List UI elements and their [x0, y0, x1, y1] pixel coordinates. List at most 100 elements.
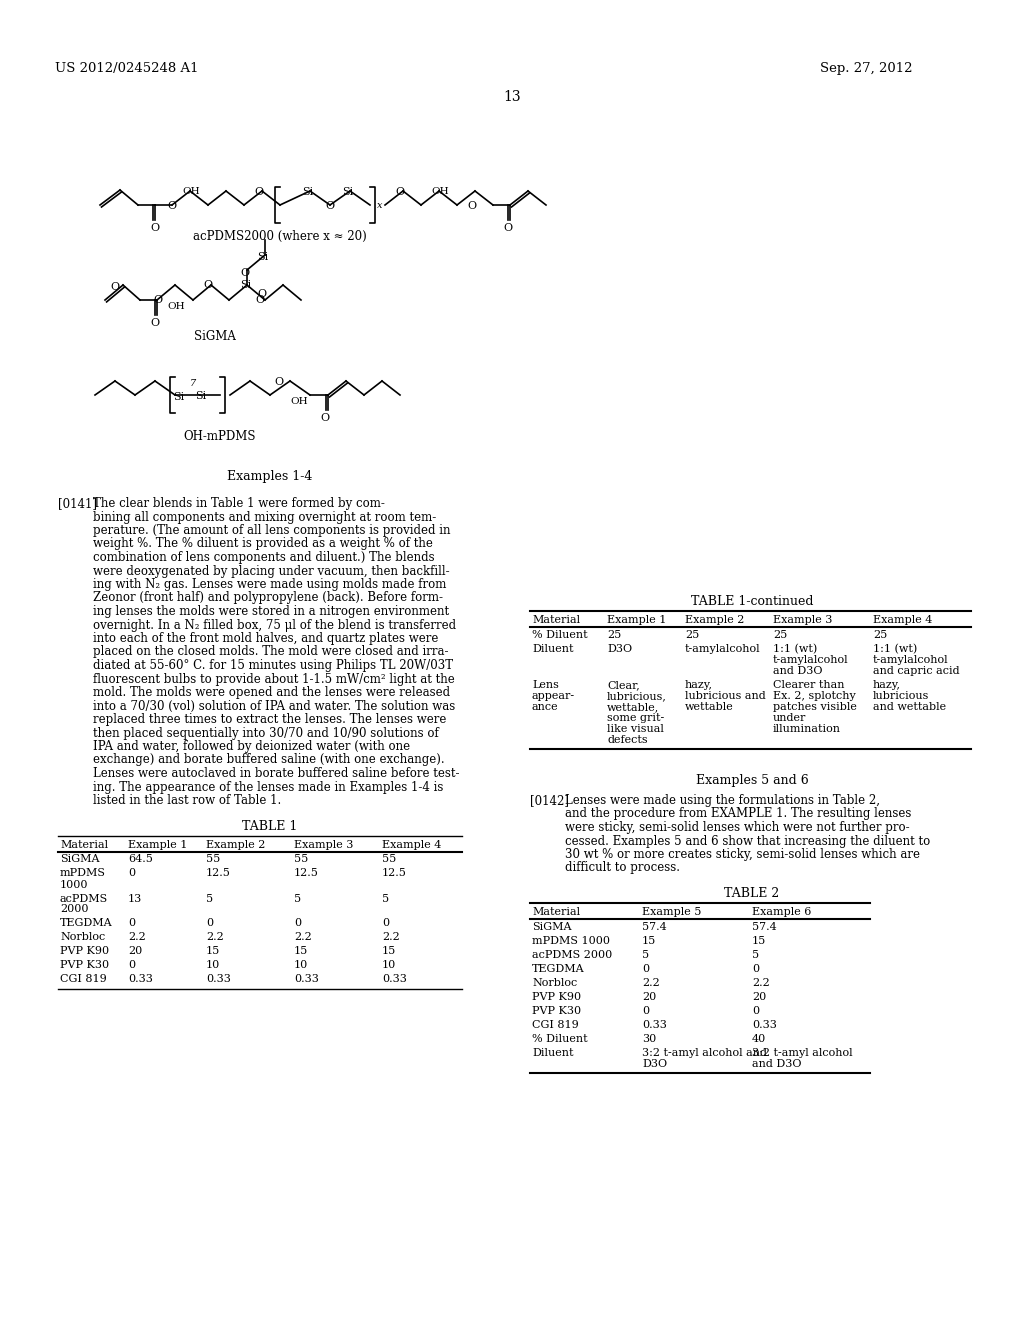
Text: OH: OH [182, 187, 200, 195]
Text: 3:2 t-amyl alcohol and: 3:2 t-amyl alcohol and [642, 1048, 767, 1059]
Text: were deoxygenated by placing under vacuum, then backfill-: were deoxygenated by placing under vacuu… [93, 565, 450, 578]
Text: 64.5: 64.5 [128, 854, 153, 865]
Text: 0: 0 [294, 919, 301, 928]
Text: O: O [203, 280, 212, 290]
Text: illumination: illumination [773, 723, 841, 734]
Text: SiGMA: SiGMA [532, 921, 571, 932]
Text: 10: 10 [206, 961, 220, 970]
Text: 0: 0 [206, 919, 213, 928]
Text: Zeonor (front half) and polypropylene (back). Before form-: Zeonor (front half) and polypropylene (b… [93, 591, 443, 605]
Text: Example 3: Example 3 [294, 840, 353, 850]
Text: O: O [254, 187, 263, 197]
Text: 25: 25 [685, 630, 699, 640]
Text: 0: 0 [752, 1006, 759, 1016]
Text: listed in the last row of Table 1.: listed in the last row of Table 1. [93, 795, 282, 807]
Text: 1:1 (wt): 1:1 (wt) [773, 644, 817, 655]
Text: 15: 15 [382, 946, 396, 957]
Text: CGI 819: CGI 819 [60, 974, 106, 985]
Text: 5: 5 [382, 894, 389, 903]
Text: into each of the front mold halves, and quartz plates were: into each of the front mold halves, and … [93, 632, 438, 645]
Text: OH-mPDMS: OH-mPDMS [183, 430, 256, 444]
Text: 10: 10 [382, 961, 396, 970]
Text: Example 5: Example 5 [642, 907, 701, 917]
Text: D3O: D3O [607, 644, 632, 653]
Text: 15: 15 [642, 936, 656, 946]
Text: 30: 30 [642, 1034, 656, 1044]
Text: OH: OH [431, 187, 449, 195]
Text: mold. The molds were opened and the lenses were released: mold. The molds were opened and the lens… [93, 686, 451, 700]
Text: 2.2: 2.2 [128, 932, 145, 942]
Text: appear-: appear- [532, 690, 575, 701]
Text: 1000: 1000 [60, 879, 88, 890]
Text: Si: Si [257, 252, 268, 261]
Text: fluorescent bulbs to provide about 1-1.5 mW/cm² light at the: fluorescent bulbs to provide about 1-1.5… [93, 672, 455, 685]
Text: lubricious and: lubricious and [685, 690, 766, 701]
Text: 57.4: 57.4 [752, 921, 777, 932]
Text: 0.33: 0.33 [128, 974, 153, 985]
Text: overnight. In a N₂ filled box, 75 μl of the blend is transferred: overnight. In a N₂ filled box, 75 μl of … [93, 619, 456, 631]
Text: 25: 25 [773, 630, 787, 640]
Text: 30 wt % or more creates sticky, semi-solid lenses which are: 30 wt % or more creates sticky, semi-sol… [565, 847, 920, 861]
Text: Norbloc: Norbloc [60, 932, 105, 942]
Text: % Diluent: % Diluent [532, 630, 588, 640]
Text: O: O [150, 223, 159, 234]
Text: 5: 5 [752, 950, 759, 960]
Text: Example 1: Example 1 [607, 615, 667, 624]
Text: Material: Material [532, 907, 581, 917]
Text: O: O [319, 413, 329, 422]
Text: bining all components and mixing overnight at room tem-: bining all components and mixing overnig… [93, 511, 436, 524]
Text: 0: 0 [128, 869, 135, 879]
Text: exchange) and borate buffered saline (with one exchange).: exchange) and borate buffered saline (wi… [93, 754, 444, 767]
Text: % Diluent: % Diluent [532, 1034, 588, 1044]
Text: Clearer than: Clearer than [773, 680, 845, 690]
Text: and D3O: and D3O [773, 667, 822, 676]
Text: hazy,: hazy, [873, 680, 901, 690]
Text: Diluent: Diluent [532, 1048, 573, 1059]
Text: and D3O: and D3O [752, 1059, 802, 1069]
Text: 57.4: 57.4 [642, 921, 667, 932]
Text: t-amylalcohol: t-amylalcohol [873, 655, 948, 665]
Text: and wettable: and wettable [873, 702, 946, 711]
Text: combination of lens components and diluent.) The blends: combination of lens components and dilue… [93, 550, 434, 564]
Text: 25: 25 [607, 630, 622, 640]
Text: 2.2: 2.2 [294, 932, 311, 942]
Text: 5: 5 [294, 894, 301, 903]
Text: OH: OH [290, 397, 307, 407]
Text: TABLE 1: TABLE 1 [243, 820, 298, 833]
Text: PVP K90: PVP K90 [60, 946, 110, 957]
Text: Lens: Lens [532, 680, 559, 690]
Text: 2000: 2000 [60, 904, 88, 915]
Text: mPDMS: mPDMS [60, 869, 106, 879]
Text: difficult to process.: difficult to process. [565, 862, 680, 874]
Text: Example 1: Example 1 [128, 840, 187, 850]
Text: The clear blends in Table 1 were formed by com-: The clear blends in Table 1 were formed … [93, 498, 385, 510]
Text: O: O [150, 318, 159, 327]
Text: defects: defects [607, 735, 647, 744]
Text: 2.2: 2.2 [642, 978, 659, 987]
Text: acPDMS 2000: acPDMS 2000 [532, 950, 612, 960]
Text: O: O [257, 289, 266, 300]
Text: 0.33: 0.33 [752, 1020, 777, 1030]
Text: ing. The appearance of the lenses made in Examples 1-4 is: ing. The appearance of the lenses made i… [93, 780, 443, 793]
Text: Example 4: Example 4 [873, 615, 933, 624]
Text: like visual: like visual [607, 723, 664, 734]
Text: PVP K90: PVP K90 [532, 993, 582, 1002]
Text: Si: Si [195, 391, 206, 401]
Text: 40: 40 [752, 1034, 766, 1044]
Text: placed on the closed molds. The mold were closed and irra-: placed on the closed molds. The mold wer… [93, 645, 449, 659]
Text: O: O [110, 282, 119, 292]
Text: into a 70/30 (vol) solution of IPA and water. The solution was: into a 70/30 (vol) solution of IPA and w… [93, 700, 456, 713]
Text: 13: 13 [503, 90, 521, 104]
Text: Diluent: Diluent [532, 644, 573, 653]
Text: Examples 5 and 6: Examples 5 and 6 [695, 774, 808, 787]
Text: then placed sequentially into 30/70 and 10/90 solutions of: then placed sequentially into 30/70 and … [93, 726, 438, 739]
Text: weight %. The % diluent is provided as a weight % of the: weight %. The % diluent is provided as a… [93, 537, 433, 550]
Text: 0: 0 [128, 961, 135, 970]
Text: Si: Si [173, 392, 184, 403]
Text: O: O [503, 223, 512, 234]
Text: 12.5: 12.5 [294, 869, 318, 879]
Text: 0: 0 [128, 919, 135, 928]
Text: CGI 819: CGI 819 [532, 1020, 579, 1030]
Text: 0: 0 [642, 964, 649, 974]
Text: 25: 25 [873, 630, 887, 640]
